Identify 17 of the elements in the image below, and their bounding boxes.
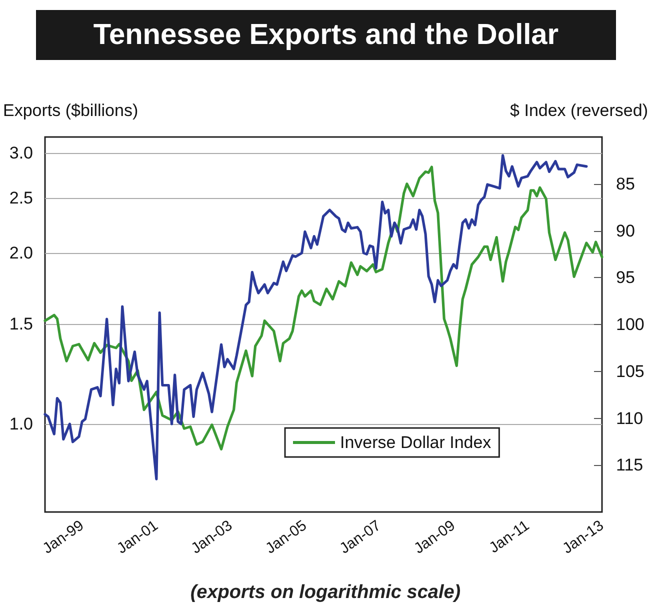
y2-tick-label: 115 — [616, 456, 644, 475]
text: (exports on logarithmic scale) — [189, 582, 462, 604]
y2-tick-label: 100 — [616, 315, 644, 334]
y2-axis-title: $ Index (reversed) — [510, 101, 648, 120]
y-tick-label: 3.0 — [9, 143, 33, 162]
y2-tick-label: 105 — [616, 362, 644, 381]
y2-tick-label: 95 — [616, 268, 635, 288]
y2-tick-label: 110 — [616, 408, 644, 428]
chart-title: Tennessee Exports and the Dollar — [36, 10, 616, 60]
y-axis-title: Exports ($billions) — [3, 101, 138, 120]
y2-tick-label: 85 — [616, 174, 635, 194]
legend-label: Inverse Dollar Index — [340, 433, 492, 452]
y-tick-label: 2.5 — [9, 188, 33, 208]
y-tick-label: 1.0 — [9, 414, 33, 434]
y2-tick-label: 90 — [616, 221, 635, 240]
y-tick-label: 1.5 — [9, 314, 33, 334]
y-tick-label: 2.0 — [9, 243, 33, 262]
